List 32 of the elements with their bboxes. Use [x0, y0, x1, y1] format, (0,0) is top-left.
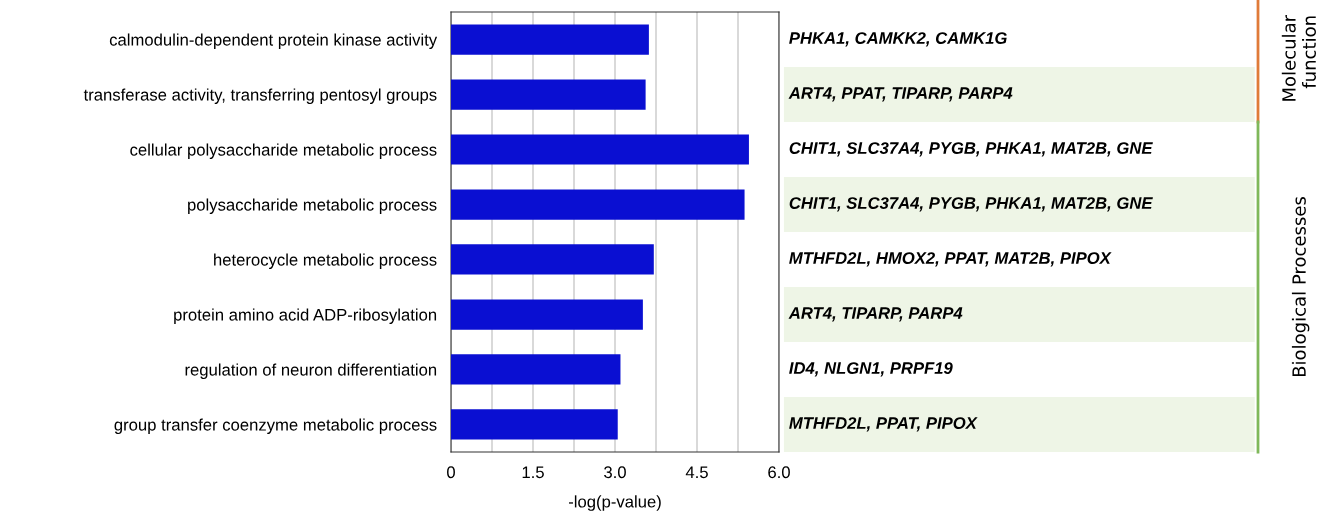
x-axis-title: -log(p-value): [568, 495, 661, 511]
y-tick-label: regulation of neuron differentiation: [185, 363, 437, 379]
text: Molecular function: [1281, 14, 1316, 101]
x-tick-label: 6.0: [768, 466, 790, 479]
bar: [451, 409, 618, 440]
text: CHIT1, SLC37A4, PYGB, PHKA1, MAT2B, GNE: [789, 197, 1153, 212]
text: ART4, TIPARP, PARP4: [788, 307, 963, 322]
x-tick-label: 4.5: [685, 466, 708, 479]
text: ART4, PPAT, TIPARP, PARP4: [788, 87, 1013, 102]
y-tick-label: heterocycle metabolic process: [214, 253, 437, 269]
y-tick-label: cellular polysaccharide metabolic process: [130, 143, 437, 159]
bar: [451, 244, 654, 275]
text: ID4, NLGN1, PRPF19: [789, 362, 953, 377]
x-tick-label: 0: [447, 466, 455, 479]
x-tick-label: 1.5: [522, 466, 544, 479]
y-tick-label: calmodulin-dependent protein kinase activity: [109, 33, 438, 49]
y-tick-label: group transfer coenzyme metabolic process: [114, 418, 437, 434]
text: Biological Processes: [1291, 197, 1310, 377]
bar: [451, 189, 745, 220]
bar: [451, 354, 621, 385]
y-tick-label: transferase activity, transferring pentosyl groups: [83, 88, 437, 104]
text: MTHFD2L, PPAT, PIPOX: [789, 417, 978, 432]
y-tick-label: protein amino acid ADP-ribosylation: [174, 308, 437, 324]
bar: [451, 79, 646, 110]
y-tick-label: polysaccharide metabolic process: [188, 198, 437, 214]
bar: [451, 24, 649, 55]
text: MTHFD2L, HMOX2, PPAT, MAT2B, PIPOX: [789, 252, 1112, 267]
bar: [451, 299, 643, 330]
text: CHIT1, SLC37A4, PYGB, PHKA1, MAT2B, GNE: [789, 142, 1153, 157]
bar: [451, 134, 749, 165]
x-tick-label: 3.0: [604, 466, 626, 479]
text: PHKA1, CAMKK2, CAMK1G: [789, 32, 1007, 47]
